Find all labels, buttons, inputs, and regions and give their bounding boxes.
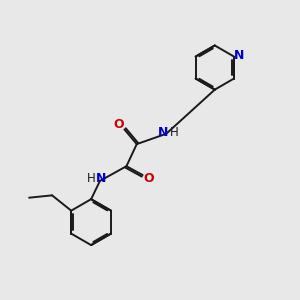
Text: N: N <box>96 172 106 185</box>
Text: N: N <box>158 126 168 139</box>
Text: H: H <box>170 126 179 139</box>
Text: O: O <box>113 118 124 131</box>
Text: O: O <box>143 172 154 185</box>
Text: H: H <box>87 172 96 185</box>
Text: N: N <box>234 49 244 62</box>
